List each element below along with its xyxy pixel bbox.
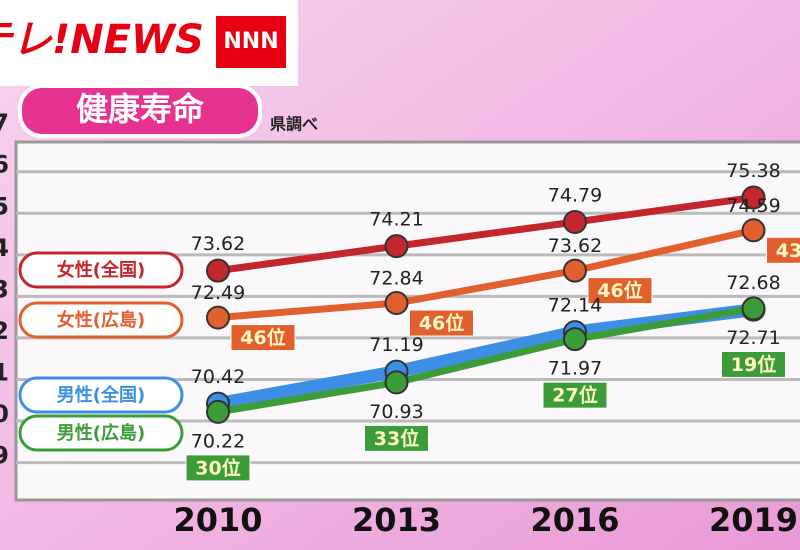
y-tick-label: 72 [0, 317, 9, 345]
series-line [217, 226, 755, 322]
x-tick-label: 2016 [530, 501, 619, 539]
point [741, 296, 766, 321]
value-label: 74.59 [726, 195, 780, 217]
point [206, 399, 230, 424]
y-tick-label: 76 [0, 151, 9, 179]
rank-label: 43位 [776, 239, 800, 262]
x-tick-label: 2019 [709, 501, 798, 539]
x-tick-label: 2013 [352, 501, 441, 539]
y-tick-label: 77 [0, 109, 9, 137]
value-label: 72.14 [548, 295, 602, 317]
rank-label: 27位 [552, 384, 597, 407]
value-label: 73.62 [191, 233, 245, 255]
rank-box [587, 277, 653, 305]
rank-label: 33位 [374, 427, 419, 450]
logo: テレ!NEWS [0, 17, 204, 63]
source: 県調べ [270, 115, 318, 134]
point [563, 258, 587, 283]
x-tick-label: 2010 [173, 501, 262, 539]
y-tick-label: 69 [0, 442, 9, 470]
legend-pill [18, 414, 184, 452]
y-tick-label: 73 [0, 275, 9, 303]
point [206, 258, 230, 283]
value-label: 70.93 [369, 401, 423, 423]
legend-label: 女性(全国) [57, 259, 145, 281]
point [384, 370, 409, 395]
value-label: 71.19 [369, 334, 423, 356]
network: NNN [223, 29, 278, 54]
rank-box [230, 324, 296, 352]
point [563, 209, 587, 234]
legend-label: 女性(広島) [57, 309, 145, 331]
value-label: 73.62 [548, 235, 602, 257]
y-tick-label: 71 [0, 358, 9, 386]
rank-label: 46位 [597, 279, 642, 302]
rank-label: 46位 [240, 326, 285, 349]
legend-label: 男性(広島) [57, 422, 145, 444]
rank-label: 46位 [419, 312, 464, 335]
point [563, 327, 587, 352]
rank-box [409, 309, 474, 337]
legend-label: 男性(全国) [57, 384, 145, 406]
value-label: 72.84 [369, 268, 423, 290]
value-label: 70.22 [191, 430, 245, 452]
point [741, 218, 766, 243]
point [384, 234, 409, 259]
rank-box [542, 381, 608, 409]
legend-pill [18, 251, 184, 289]
plot: 69 70 71 72 73 74 75 76 77 2010 2013 2016 2019 73.62 7… [0, 109, 800, 539]
value-label: 75.38 [726, 160, 780, 182]
rank-box [185, 454, 251, 482]
value-label: 74.21 [369, 209, 423, 231]
rank-box [721, 350, 786, 378]
legend-pill [18, 376, 184, 414]
chart-title: 健康寿命 [76, 90, 205, 128]
network-box [216, 16, 286, 68]
value-label: 74.79 [548, 184, 602, 206]
value-label: 72.49 [191, 282, 245, 304]
rank-label: 30位 [195, 456, 240, 479]
value-label: 72.71 [726, 327, 780, 349]
legend-pill [18, 301, 184, 339]
series-line [217, 194, 754, 275]
rank-label: 19位 [731, 353, 776, 376]
y-tick-label: 74 [0, 234, 9, 262]
point [206, 305, 230, 330]
value-label: 70.42 [191, 366, 245, 388]
title-pill [18, 84, 262, 138]
y-tick-label: 75 [0, 192, 9, 220]
rank-box [364, 424, 429, 452]
value-label: 72.68 [726, 272, 780, 294]
rank-box [766, 236, 800, 264]
point [384, 291, 409, 316]
series-line [217, 304, 755, 416]
point [741, 185, 766, 210]
y-tick-label: 70 [0, 400, 9, 428]
value-label: 71.97 [548, 358, 602, 380]
